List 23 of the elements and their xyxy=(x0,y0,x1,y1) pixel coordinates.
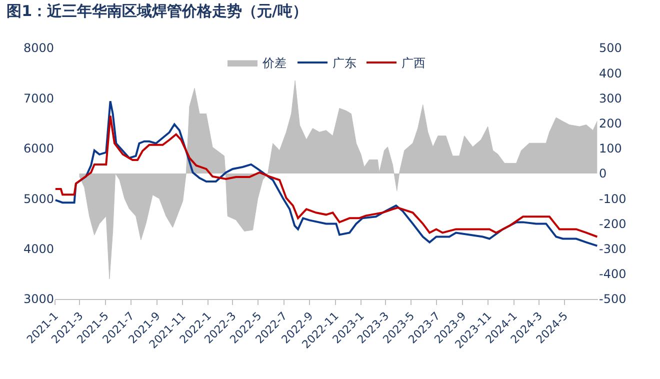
y2-tick-label: -100 xyxy=(599,192,626,206)
y-tick-label: 3000 xyxy=(23,292,54,306)
y-tick-label: 6000 xyxy=(23,142,54,156)
legend-label: 广西 xyxy=(402,56,426,70)
chart-title: 图1：近三年华南区域焊管价格走势（元/吨） xyxy=(6,2,308,20)
y2-tick-label: -500 xyxy=(599,292,626,306)
legend-label: 广东 xyxy=(332,56,356,70)
y2-tick-label: 100 xyxy=(599,142,622,156)
y-tick-label: 7000 xyxy=(23,91,54,106)
y-tick-label: 8000 xyxy=(23,41,54,56)
y-tick-label: 5000 xyxy=(23,192,54,206)
y-tick-label: 4000 xyxy=(23,242,54,256)
y2-tick-label: 400 xyxy=(599,66,622,80)
line-series xyxy=(55,114,598,238)
y2-tick-label: -300 xyxy=(599,242,626,256)
y2-tick-label: 300 xyxy=(599,91,622,106)
y2-tick-label: 0 xyxy=(599,166,607,181)
legend-label: 价差 xyxy=(262,56,286,70)
line-series xyxy=(55,100,598,247)
y2-tick-label: -400 xyxy=(599,267,626,282)
y2-tick-label: -200 xyxy=(599,216,626,231)
y2-tick-label: 200 xyxy=(599,116,622,130)
y2-tick-label: 500 xyxy=(599,41,622,56)
